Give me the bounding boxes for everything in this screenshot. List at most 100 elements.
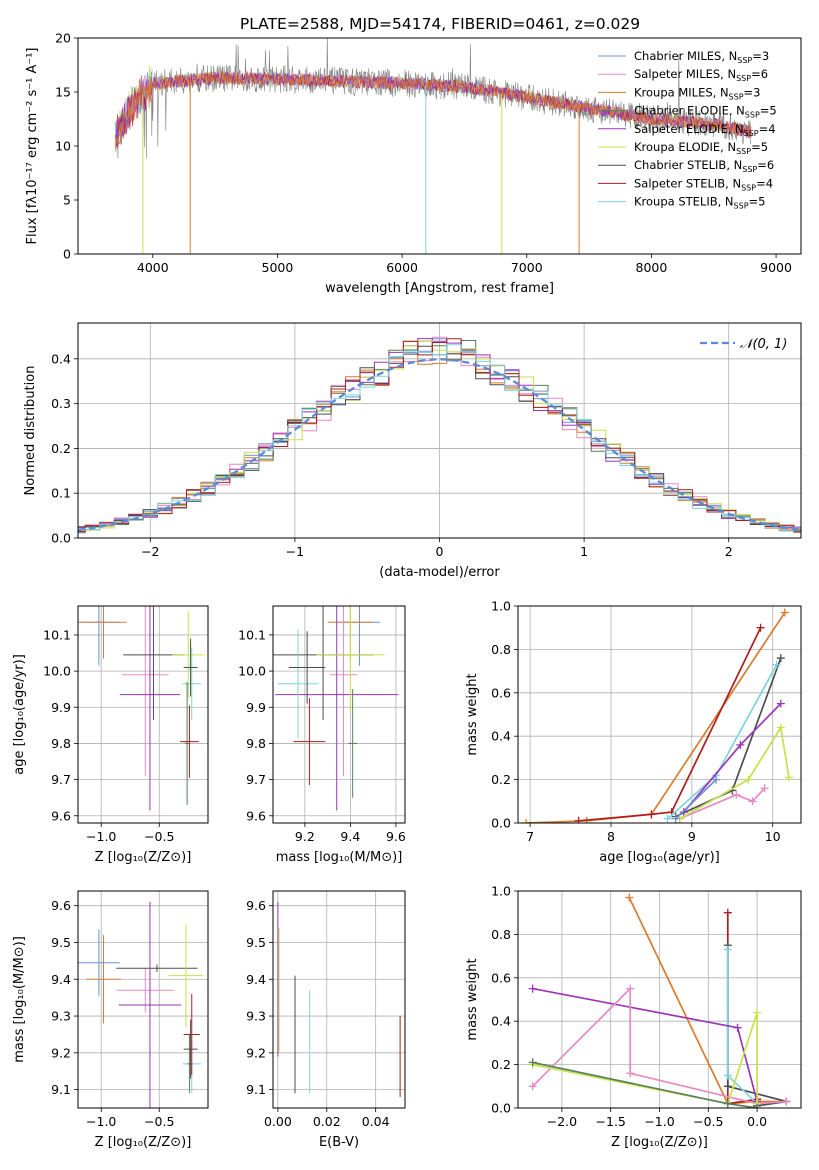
weight_vs_age-frame	[517, 605, 802, 824]
y-tick-label: 0.0	[51, 531, 71, 546]
y-axis-label: age [log₁₀(age/yr)]	[12, 654, 27, 775]
x-tick-label: −1.0	[86, 829, 116, 844]
y-tick-label: 10	[55, 139, 71, 154]
y-tick-label: 0.0	[491, 816, 511, 831]
x-tick-label: 7000	[511, 260, 543, 275]
x-tick-label: −1.0	[644, 1114, 674, 1129]
legend-label: Chabrier ELODIE, NSSP=5	[634, 104, 777, 120]
y-tick-label: 9.7	[246, 772, 266, 787]
errorbar-point	[183, 638, 198, 697]
errorbar-point	[116, 968, 175, 1013]
y-tick-label: 9.6	[246, 898, 266, 913]
spectrum-frame	[77, 37, 802, 255]
x-tick-label: 0.0	[747, 1114, 767, 1129]
errorbar-point	[118, 902, 182, 1108]
weight_vs_age-axes: 7 8 9 10 0.0 0.2 0.4 0.6 0.8 1.0 age [log₁₀(age/yr…	[465, 599, 801, 865]
y-tick-label: 0.2	[491, 772, 511, 787]
spectrum-axes: 4000 5000 6000 7000 8000 9000 0 5 10 15 20 waveleng…	[25, 31, 792, 297]
errorbar-point	[119, 606, 181, 811]
x-axis-label: wavelength [Angstrom, rest frame]	[325, 281, 554, 296]
errorbar-point	[184, 681, 190, 805]
errorbar-point	[329, 606, 358, 776]
legend-label: Kroupa ELODIE, NSSP=5	[634, 140, 768, 156]
x-tick-label: −1	[286, 544, 304, 559]
x-tick-label: 1	[580, 544, 588, 559]
y-tick-label: 9.8	[51, 736, 71, 751]
weight-marker	[772, 660, 781, 669]
y-tick-label: 10.1	[43, 627, 71, 642]
weight-marker	[733, 1023, 742, 1032]
weight-marker	[663, 814, 672, 823]
y-axis-label: mass weight	[465, 673, 480, 755]
age_vs_Z-frame	[77, 605, 209, 824]
errorbar-point	[80, 606, 127, 659]
y-tick-label: 9.9	[51, 700, 71, 715]
weight-marker	[723, 1099, 732, 1108]
y-tick-label: 1.0	[491, 599, 511, 614]
y-tick-label: 0.8	[491, 927, 511, 942]
errorbar-point	[116, 964, 198, 972]
legend-label: Chabrier MILES, NSSP=3	[634, 49, 769, 65]
weight-marker	[528, 1082, 537, 1091]
y-tick-label: 10.0	[238, 664, 266, 679]
weight-marker	[528, 1058, 537, 1067]
residual-histogram-2	[78, 341, 801, 530]
weight-marker	[782, 1097, 791, 1106]
x-tick-label: −1.5	[596, 1114, 626, 1129]
weight-marker	[574, 816, 583, 823]
weight-marker	[626, 984, 635, 993]
weight-marker	[753, 1008, 762, 1017]
legend-label: Kroupa MILES, NSSP=3	[634, 85, 760, 101]
y-tick-label: 0	[63, 247, 71, 262]
normal-curve	[78, 358, 799, 532]
y-tick-label: 9.1	[246, 1082, 266, 1097]
y-tick-label: 0.4	[491, 1014, 511, 1029]
x-tick-label: 2	[725, 544, 733, 559]
weight-line	[679, 725, 790, 820]
weight-marker	[647, 810, 656, 819]
weight-marker	[712, 775, 721, 784]
weight-line	[726, 912, 758, 1105]
y-tick-label: 10.0	[43, 664, 71, 679]
x-axis-label: E(B-V)	[319, 1135, 359, 1150]
y-tick-label: 9.3	[246, 1009, 266, 1024]
legend-label: Salpeter ELODIE, NSSP=4	[634, 122, 776, 138]
y-tick-label: 9.1	[51, 1082, 71, 1097]
x-tick-label: −0.5	[144, 829, 174, 844]
y-tick-label: 9.6	[51, 808, 71, 823]
weight-marker	[753, 1104, 762, 1108]
x-axis-label: mass [log₁₀(M/M⊙)]	[276, 850, 403, 865]
spectrum-legend: Chabrier MILES, NSSP=3 Salpeter MILES, NS…	[598, 49, 777, 211]
age_vs_mass-plot	[273, 606, 399, 811]
residual-frame	[77, 322, 802, 539]
errorbar-point	[172, 611, 205, 699]
weight-marker	[776, 723, 785, 732]
x-tick-label: 9000	[760, 260, 792, 275]
weight-marker	[784, 773, 793, 782]
weight-line	[526, 612, 786, 823]
y-tick-label: 9.3	[51, 1009, 71, 1024]
errorbar-point	[316, 606, 385, 713]
age_vs_Z-axes: −1.0 −0.5 9.6 9.7 9.8 9.9 10.0 10.1 Z [log₁₀(Z/Z…	[12, 606, 208, 865]
weight-line	[532, 987, 758, 1102]
y-axis-label: mass [log₁₀(M/M⊙)]	[12, 936, 27, 1063]
x-tick-label: −2.0	[547, 1114, 577, 1129]
x-tick-label: −1.0	[86, 1114, 116, 1129]
x-tick-label: 9.2	[295, 829, 315, 844]
weight-marker	[671, 814, 680, 823]
errorbar-point	[183, 1019, 198, 1079]
weight-marker	[522, 819, 531, 823]
y-tick-label: 9.2	[51, 1045, 71, 1060]
weight-marker	[776, 654, 785, 663]
weight-marker	[723, 1082, 732, 1091]
residual-histogram-8	[78, 344, 801, 532]
x-tick-label: 5000	[262, 260, 294, 275]
y-tick-label: 9.6	[51, 898, 71, 913]
weight_vs_age-plot	[522, 608, 793, 823]
weight-line	[675, 778, 717, 820]
errorbar-point	[78, 929, 120, 996]
weight-marker	[625, 893, 634, 902]
x-tick-label: −0.5	[144, 1114, 174, 1129]
weight-marker	[744, 775, 753, 784]
x-tick-label: −0.5	[693, 1114, 723, 1129]
